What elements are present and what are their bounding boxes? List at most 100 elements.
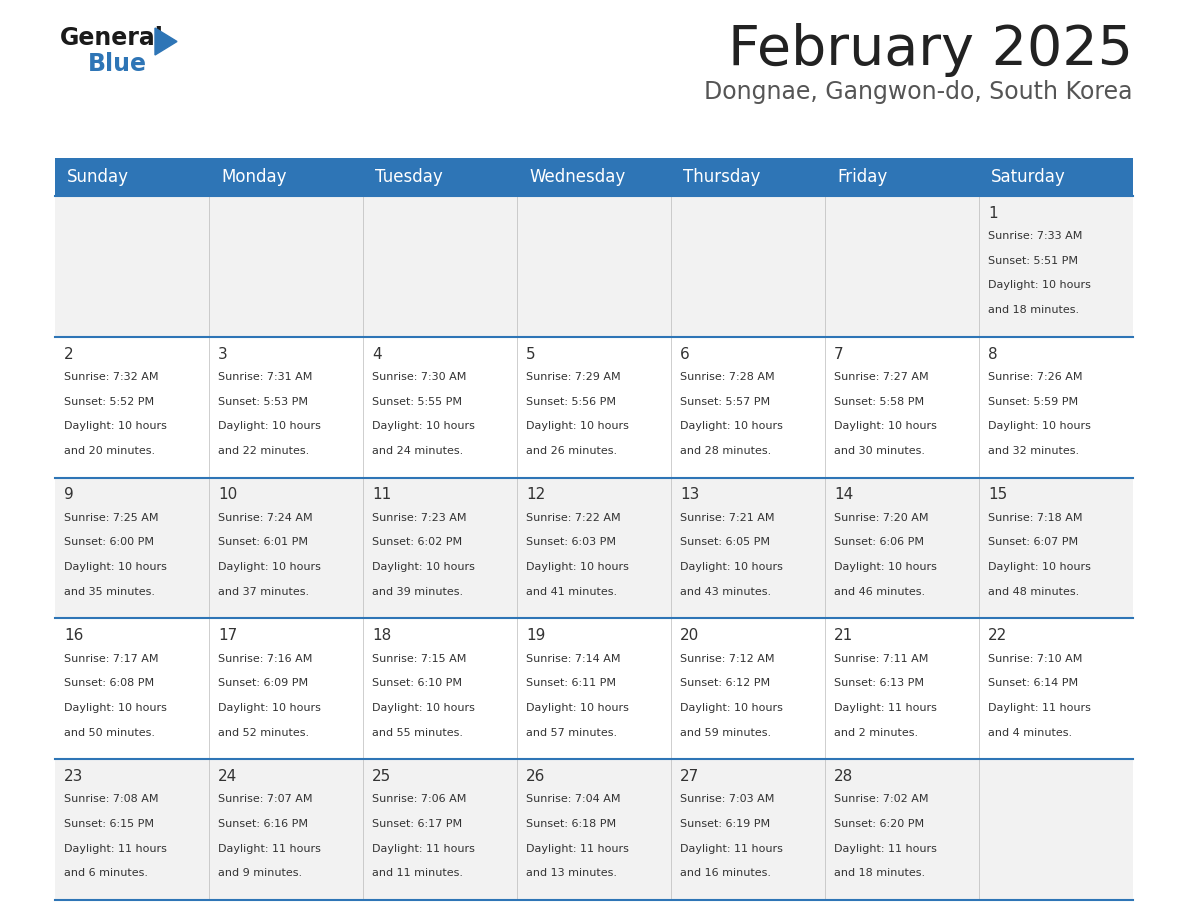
Text: Sunset: 6:08 PM: Sunset: 6:08 PM xyxy=(64,678,154,688)
Text: Sunrise: 7:21 AM: Sunrise: 7:21 AM xyxy=(681,513,775,522)
Text: 5: 5 xyxy=(526,347,536,362)
Text: 15: 15 xyxy=(988,487,1007,502)
Text: Daylight: 10 hours: Daylight: 10 hours xyxy=(681,703,783,713)
Text: 3: 3 xyxy=(219,347,228,362)
Text: Daylight: 11 hours: Daylight: 11 hours xyxy=(219,844,321,854)
Text: and 52 minutes.: and 52 minutes. xyxy=(219,728,309,737)
Text: 14: 14 xyxy=(834,487,853,502)
Text: and 24 minutes.: and 24 minutes. xyxy=(372,446,463,456)
Text: Saturday: Saturday xyxy=(991,168,1066,186)
Text: Sunrise: 7:10 AM: Sunrise: 7:10 AM xyxy=(988,654,1082,664)
Text: 13: 13 xyxy=(681,487,700,502)
Text: and 11 minutes.: and 11 minutes. xyxy=(372,868,463,879)
Text: Sunrise: 7:25 AM: Sunrise: 7:25 AM xyxy=(64,513,159,522)
Text: Daylight: 10 hours: Daylight: 10 hours xyxy=(219,703,321,713)
Text: 9: 9 xyxy=(64,487,74,502)
Text: Daylight: 10 hours: Daylight: 10 hours xyxy=(372,421,475,431)
Text: Sunset: 6:15 PM: Sunset: 6:15 PM xyxy=(64,819,154,829)
Text: Daylight: 11 hours: Daylight: 11 hours xyxy=(988,703,1091,713)
Text: Sunset: 6:13 PM: Sunset: 6:13 PM xyxy=(834,678,924,688)
Text: Daylight: 11 hours: Daylight: 11 hours xyxy=(526,844,630,854)
Text: Sunrise: 7:27 AM: Sunrise: 7:27 AM xyxy=(834,372,929,382)
Text: Sunrise: 7:28 AM: Sunrise: 7:28 AM xyxy=(681,372,775,382)
Text: Sunset: 6:09 PM: Sunset: 6:09 PM xyxy=(219,678,309,688)
Text: Sunset: 6:18 PM: Sunset: 6:18 PM xyxy=(526,819,617,829)
Text: and 2 minutes.: and 2 minutes. xyxy=(834,728,918,737)
Text: 22: 22 xyxy=(988,628,1007,644)
Text: Sunset: 6:01 PM: Sunset: 6:01 PM xyxy=(219,537,308,547)
Text: Sunset: 6:06 PM: Sunset: 6:06 PM xyxy=(834,537,924,547)
Text: Daylight: 10 hours: Daylight: 10 hours xyxy=(372,703,475,713)
Text: Sunrise: 7:26 AM: Sunrise: 7:26 AM xyxy=(988,372,1082,382)
Text: Sunset: 6:14 PM: Sunset: 6:14 PM xyxy=(988,678,1079,688)
Text: Sunrise: 7:23 AM: Sunrise: 7:23 AM xyxy=(372,513,467,522)
Text: Daylight: 10 hours: Daylight: 10 hours xyxy=(681,562,783,572)
Text: 11: 11 xyxy=(372,487,392,502)
Text: Sunrise: 7:14 AM: Sunrise: 7:14 AM xyxy=(526,654,621,664)
Text: Daylight: 10 hours: Daylight: 10 hours xyxy=(526,703,630,713)
Text: Daylight: 11 hours: Daylight: 11 hours xyxy=(64,844,168,854)
Text: Sunrise: 7:20 AM: Sunrise: 7:20 AM xyxy=(834,513,929,522)
Text: and 28 minutes.: and 28 minutes. xyxy=(681,446,771,456)
Text: Wednesday: Wednesday xyxy=(530,168,626,186)
Text: Sunrise: 7:30 AM: Sunrise: 7:30 AM xyxy=(372,372,467,382)
Text: 18: 18 xyxy=(372,628,392,644)
Text: Daylight: 10 hours: Daylight: 10 hours xyxy=(834,421,937,431)
Text: Sunrise: 7:32 AM: Sunrise: 7:32 AM xyxy=(64,372,159,382)
Text: 17: 17 xyxy=(219,628,238,644)
Text: Daylight: 10 hours: Daylight: 10 hours xyxy=(988,281,1091,290)
Text: Daylight: 10 hours: Daylight: 10 hours xyxy=(526,562,630,572)
Text: Sunset: 6:07 PM: Sunset: 6:07 PM xyxy=(988,537,1079,547)
Text: Daylight: 10 hours: Daylight: 10 hours xyxy=(64,562,168,572)
Text: Sunset: 6:11 PM: Sunset: 6:11 PM xyxy=(526,678,617,688)
Text: and 18 minutes.: and 18 minutes. xyxy=(834,868,925,879)
Text: and 6 minutes.: and 6 minutes. xyxy=(64,868,148,879)
Text: and 43 minutes.: and 43 minutes. xyxy=(681,587,771,597)
Text: Daylight: 10 hours: Daylight: 10 hours xyxy=(64,421,168,431)
Text: Sunset: 5:56 PM: Sunset: 5:56 PM xyxy=(526,397,617,407)
Text: Sunrise: 7:33 AM: Sunrise: 7:33 AM xyxy=(988,231,1082,241)
Text: 1: 1 xyxy=(988,206,998,221)
Text: Sunset: 6:05 PM: Sunset: 6:05 PM xyxy=(681,537,770,547)
Text: Sunrise: 7:02 AM: Sunrise: 7:02 AM xyxy=(834,794,929,804)
Text: Daylight: 10 hours: Daylight: 10 hours xyxy=(988,421,1091,431)
Bar xyxy=(55,196,1133,337)
Text: 26: 26 xyxy=(526,769,545,784)
Text: 28: 28 xyxy=(834,769,853,784)
Text: and 4 minutes.: and 4 minutes. xyxy=(988,728,1073,737)
Bar xyxy=(55,619,1133,759)
Text: Daylight: 11 hours: Daylight: 11 hours xyxy=(834,844,937,854)
Text: Sunday: Sunday xyxy=(68,168,129,186)
Polygon shape xyxy=(154,28,177,55)
Bar xyxy=(55,158,1133,196)
Text: Sunset: 5:51 PM: Sunset: 5:51 PM xyxy=(988,256,1079,266)
Text: Sunset: 5:59 PM: Sunset: 5:59 PM xyxy=(988,397,1079,407)
Text: Sunset: 6:16 PM: Sunset: 6:16 PM xyxy=(219,819,308,829)
Text: Sunrise: 7:11 AM: Sunrise: 7:11 AM xyxy=(834,654,929,664)
Text: Sunset: 6:19 PM: Sunset: 6:19 PM xyxy=(681,819,770,829)
Text: Daylight: 10 hours: Daylight: 10 hours xyxy=(219,562,321,572)
Text: Thursday: Thursday xyxy=(683,168,760,186)
Text: Sunrise: 7:03 AM: Sunrise: 7:03 AM xyxy=(681,794,775,804)
Text: 8: 8 xyxy=(988,347,998,362)
Text: Sunrise: 7:18 AM: Sunrise: 7:18 AM xyxy=(988,513,1082,522)
Text: Sunrise: 7:06 AM: Sunrise: 7:06 AM xyxy=(372,794,467,804)
Text: February 2025: February 2025 xyxy=(728,23,1133,77)
Text: Tuesday: Tuesday xyxy=(375,168,443,186)
Text: 6: 6 xyxy=(681,347,690,362)
Text: Daylight: 10 hours: Daylight: 10 hours xyxy=(834,562,937,572)
Text: Sunset: 6:02 PM: Sunset: 6:02 PM xyxy=(372,537,462,547)
Text: Daylight: 10 hours: Daylight: 10 hours xyxy=(526,421,630,431)
Text: 19: 19 xyxy=(526,628,545,644)
Text: and 46 minutes.: and 46 minutes. xyxy=(834,587,925,597)
Text: and 13 minutes.: and 13 minutes. xyxy=(526,868,618,879)
Text: 20: 20 xyxy=(681,628,700,644)
Text: Sunrise: 7:07 AM: Sunrise: 7:07 AM xyxy=(219,794,312,804)
Text: and 59 minutes.: and 59 minutes. xyxy=(681,728,771,737)
Text: 21: 21 xyxy=(834,628,853,644)
Text: 16: 16 xyxy=(64,628,83,644)
Text: Sunrise: 7:31 AM: Sunrise: 7:31 AM xyxy=(219,372,312,382)
Text: Daylight: 10 hours: Daylight: 10 hours xyxy=(64,703,168,713)
Text: Daylight: 11 hours: Daylight: 11 hours xyxy=(372,844,475,854)
Text: and 39 minutes.: and 39 minutes. xyxy=(372,587,463,597)
